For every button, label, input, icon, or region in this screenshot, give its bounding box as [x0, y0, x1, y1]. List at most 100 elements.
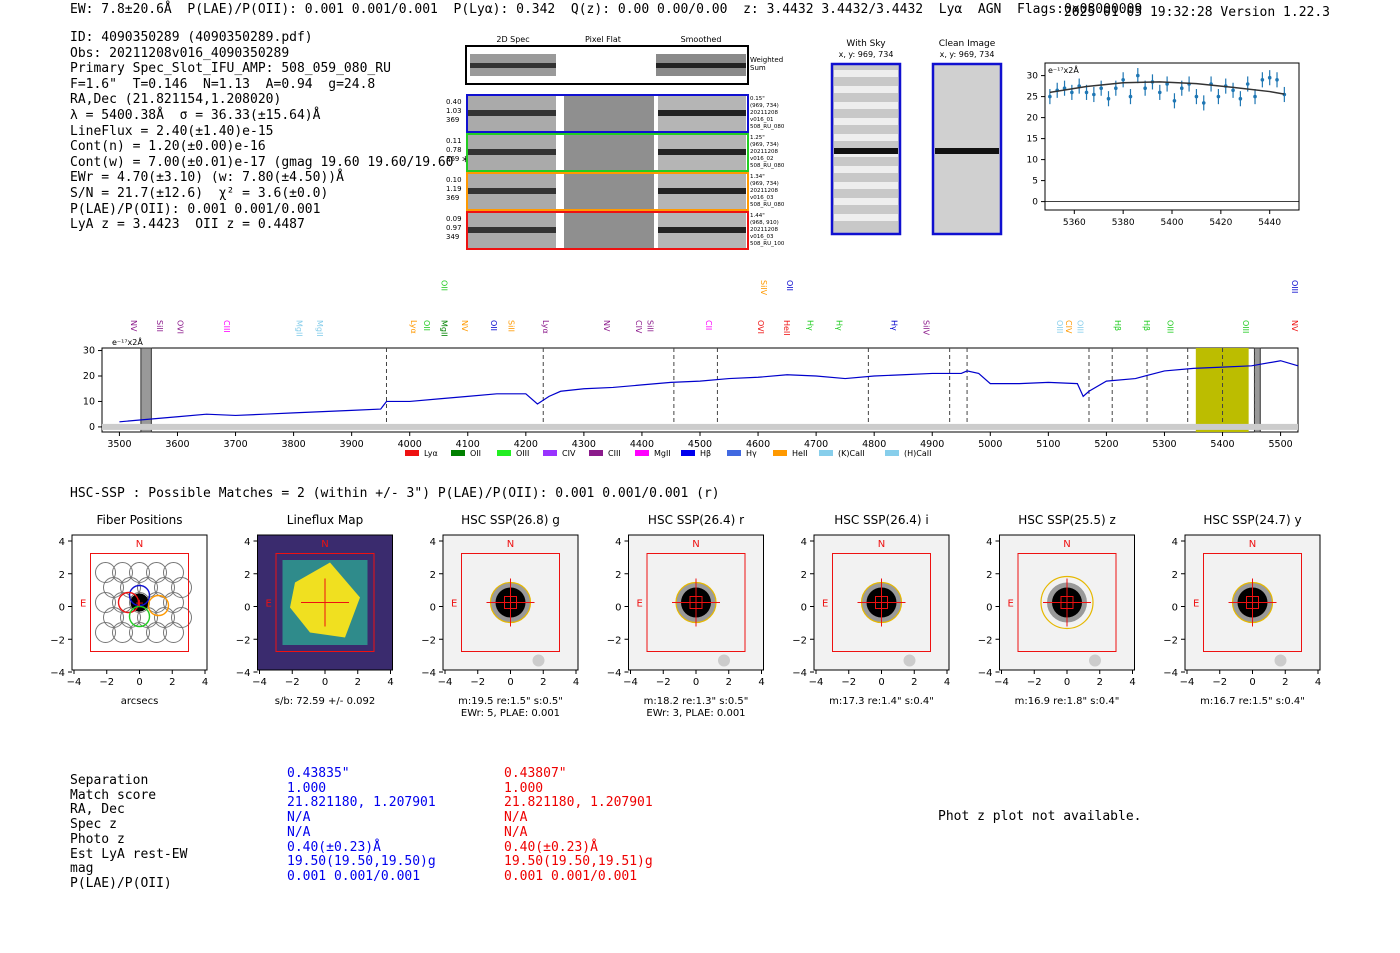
- cutout-ytick-label: 4: [1172, 537, 1178, 548]
- cutout-ytick-label: 2: [615, 570, 621, 581]
- spec-legend-swatch: [497, 450, 511, 456]
- spec-legend-swatch: [773, 450, 787, 456]
- zoom-point: [1245, 82, 1250, 86]
- row-frame: [466, 211, 749, 250]
- cutout-xtick-label: 2: [726, 677, 732, 688]
- spec-line-label: CII: [704, 320, 713, 330]
- spec-line-label: OIII: [1075, 320, 1084, 333]
- row-right-label: 20211208: [750, 227, 778, 233]
- fiber-circle: [171, 607, 192, 628]
- info-line: Primary Spec_Slot_IFU_AMP: 508_059_080_R…: [70, 61, 391, 77]
- spec-upper-label: OIII: [1290, 280, 1299, 293]
- cutout-xtick-label: −2: [470, 677, 485, 688]
- row-right-label: v016_02: [750, 156, 774, 162]
- cutout-caption: m:19.5 re:1.5" s:0.5" EWr: 5, PLAE: 0.001: [426, 696, 596, 720]
- zoom-ytick-label: 5: [1032, 177, 1038, 187]
- zoom-point: [1275, 78, 1279, 82]
- zoom-point: [1260, 78, 1265, 82]
- cutout-ytick-label: 2: [801, 570, 807, 581]
- cutout-title: HSC SSP(25.5) z: [1018, 513, 1116, 527]
- north-label: N: [878, 539, 885, 550]
- info-line: LyA z = 3.4423 OII z = 0.4487: [70, 217, 305, 233]
- row-right-label: (969, 734): [750, 181, 779, 187]
- sky-stripe: [834, 182, 898, 189]
- match-cell: 21.821180, 1.207901: [504, 795, 653, 811]
- match-cell: N/A: [504, 824, 528, 840]
- row-right-label: v016_03: [750, 234, 774, 240]
- cutout-title: Lineflux Map: [286, 513, 364, 527]
- spec-xtick-label: 4000: [398, 439, 422, 450]
- selection-box: [275, 553, 375, 652]
- zoom-point: [1070, 90, 1074, 95]
- zoom-axes: [1044, 62, 1300, 211]
- cutout-caption-line: m:16.7 re:1.5" s:0.4": [1200, 696, 1305, 707]
- row-pixelflat: [564, 95, 654, 132]
- version-label: Version 1.22.3: [1220, 5, 1330, 20]
- spec-legend-label: HeII: [792, 449, 808, 458]
- info-line: LineFlux = 2.40(±1.40)e-15: [70, 123, 274, 139]
- spec2d-col-title: Smoothed: [681, 35, 722, 44]
- center-box: [1060, 596, 1074, 609]
- match-cell: 0.40(±0.23)Å: [504, 839, 598, 855]
- cutout-title: HSC SSP(26.8) g: [461, 513, 560, 527]
- spec-line: [119, 360, 1299, 423]
- hsc-neighbor: [718, 654, 730, 667]
- zoom-point: [1136, 73, 1140, 78]
- timestamp: 2025-01-05 19:32:28 Version 1.22.3: [1064, 5, 1330, 20]
- row-trace-s: [658, 149, 746, 155]
- selection-box: [832, 553, 931, 652]
- spec-legend-swatch: [885, 450, 899, 456]
- row-right-label: (969, 734): [750, 103, 779, 109]
- spec-line-label: SiII: [646, 320, 655, 332]
- zoom-point: [1106, 96, 1111, 101]
- zoom-point: [1128, 94, 1133, 99]
- selection-box: [461, 553, 560, 652]
- cutout-xtick-label: −4: [252, 677, 267, 688]
- sky-panel-title: With Sky: [846, 39, 886, 49]
- north-label: N: [136, 539, 143, 550]
- spec-line-label: CIV: [1064, 320, 1073, 334]
- match-cell: 19.50(19.50,19.50)g: [287, 854, 436, 870]
- spec-upper-label: SiIV: [759, 280, 768, 296]
- spec-line-label: CIV: [634, 320, 643, 334]
- zoom-point: [1114, 86, 1118, 90]
- sky-stripe: [834, 166, 898, 173]
- spec-legend-swatch: [681, 450, 695, 456]
- zoom-point: [1062, 86, 1067, 90]
- cutout-xtick-label: −4: [438, 677, 453, 688]
- row-trace: [468, 149, 556, 155]
- sky-stripe: [834, 214, 898, 221]
- fiber-highlight: [128, 584, 151, 607]
- row-right-label: 20211208: [750, 110, 778, 116]
- row-left-label: 0.97: [446, 224, 462, 232]
- cutout-caption-line: arcsecs: [120, 696, 159, 707]
- cutout-ytick-label: 2: [1172, 570, 1178, 581]
- row-pixelflat: [564, 173, 654, 210]
- spec-legend-label: (K)CaII: [838, 449, 865, 458]
- north-label: N: [507, 539, 514, 550]
- full-spectrum-chart: 3500 3600 3700 3800 3900 4000 4100 4200 4300 4400…: [83, 280, 1299, 458]
- zoom-xtick-label: 5440: [1258, 218, 1281, 228]
- hsc-neighbor: [532, 654, 545, 667]
- row-frame: [466, 133, 749, 172]
- match-cell: Match score: [70, 787, 157, 803]
- info-line: ID: 4090350289 (4090350289.pdf): [70, 30, 313, 45]
- cutout-ytick-label: −2: [50, 635, 65, 646]
- hsc-neighbor: [1274, 654, 1287, 667]
- zoom-point: [1194, 94, 1199, 99]
- east-label: E: [822, 599, 828, 610]
- zoom-point: [1092, 92, 1096, 97]
- row-left-label: 0.40: [446, 98, 462, 106]
- spec-line-label: NV: [460, 320, 469, 332]
- cutout-xtick-label: −2: [656, 677, 671, 688]
- row-right-label: v016_03: [750, 195, 774, 201]
- spec-xtick-label: 4100: [456, 439, 480, 450]
- cutout-xtick-label: −2: [841, 677, 856, 688]
- weighted-label: Sum: [750, 64, 766, 72]
- selection-box: [1017, 553, 1117, 652]
- row-left-label: 1.19: [446, 185, 462, 193]
- match-1-column: 0.43835" 1.000 21.821180, 1.207901 N/A N/A 0.…: [287, 766, 436, 885]
- cutout-ytick-label: −4: [236, 668, 251, 679]
- zoom-point: [1253, 94, 1257, 99]
- detection-info: ID: 4090350289 (4090350289.pdf) Obs: 2021…: [70, 30, 477, 233]
